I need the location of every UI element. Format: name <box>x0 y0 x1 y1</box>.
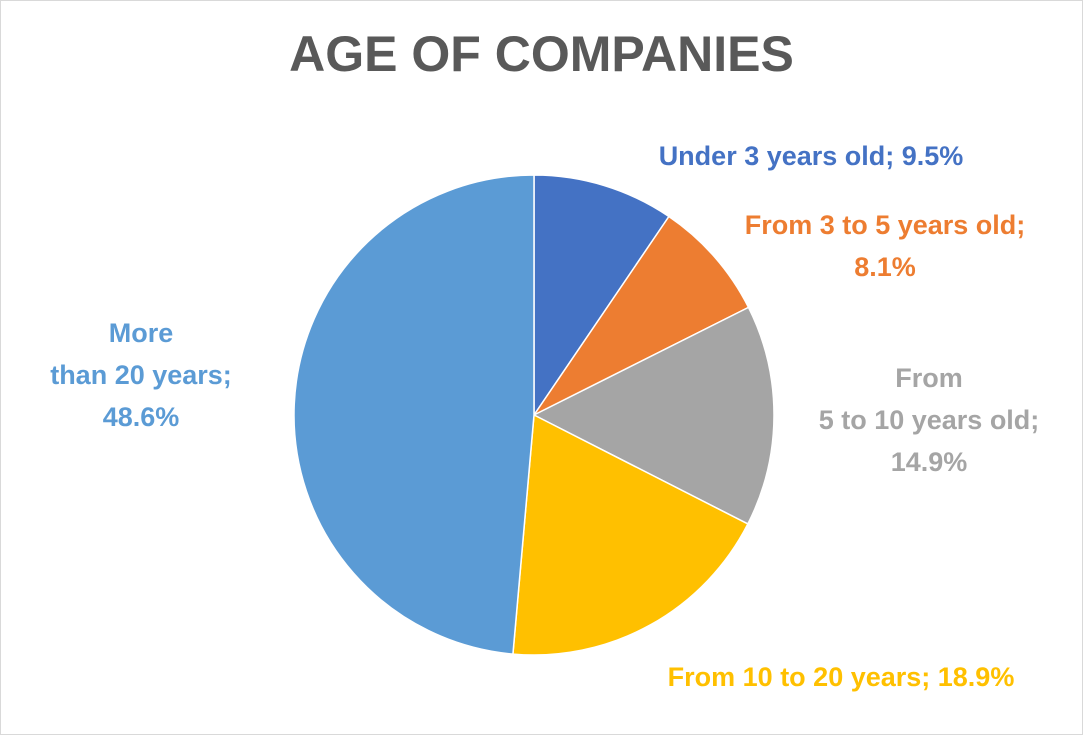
pie-slice-2 <box>531 215 750 417</box>
data-label-line: than 20 years; <box>50 360 232 390</box>
data-label-more-than-20-years: More than 20 years; 48.6% <box>11 312 271 438</box>
data-label-line: Under 3 years old; 9.5% <box>658 141 964 171</box>
data-label-line: From <box>895 363 963 393</box>
data-label-5-to-10-years: From 5 to 10 years old; 14.9% <box>771 357 1083 483</box>
pie-slices <box>293 174 775 656</box>
pie-slice-5 <box>293 174 535 655</box>
data-label-line: 5 to 10 years old; <box>818 405 1040 435</box>
data-label-3-to-5-years: From 3 to 5 years old; 8.1% <box>695 204 1075 288</box>
data-label-line: More <box>108 318 174 348</box>
pie-slice-1 <box>533 174 670 418</box>
data-label-line: From 10 to 20 years; 18.9% <box>667 662 1015 692</box>
pie-slice-3 <box>532 306 775 525</box>
chart-title: AGE OF COMPANIES <box>289 26 794 82</box>
data-label-line: 8.1% <box>854 252 916 282</box>
data-label-under-3-years: Under 3 years old; 9.5% <box>601 135 1021 177</box>
data-label-10-to-20-years: From 10 to 20 years; 18.9% <box>611 656 1071 698</box>
data-label-line: From 3 to 5 years old; <box>744 210 1026 240</box>
data-label-line: 48.6% <box>102 402 180 432</box>
data-label-line: 14.9% <box>890 447 968 477</box>
pie-slice-4 <box>512 413 749 656</box>
